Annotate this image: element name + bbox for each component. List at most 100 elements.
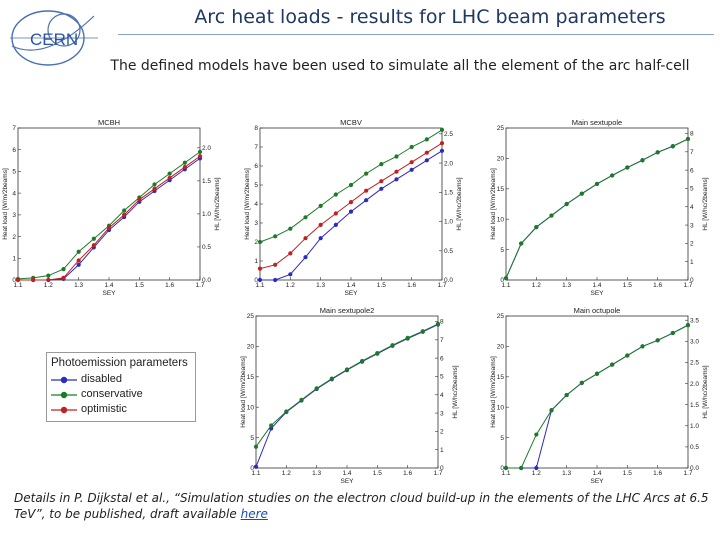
data-point-conservative [610,362,615,367]
data-point-disabled [534,465,539,471]
data-point-conservative [197,149,203,154]
data-point-conservative [534,225,539,230]
y2-tick-label: 2.5 [690,360,699,367]
legend-label-conservative: conservative [81,388,143,400]
x-tick-label: 1.7 [195,282,204,289]
data-point-conservative [640,344,645,349]
y-tick-label: 25 [247,313,255,320]
title-divider [118,34,714,35]
data-point-conservative [318,203,323,208]
x-tick-label: 1.3 [74,282,83,289]
y-tick-label: 10 [497,404,505,411]
y2-tick-label: 0.5 [690,444,699,451]
chart-main-sextupole2: Main sextupole2 1.1 1.2 1.3 1.4 1.5 1.6 1.7 SEY 0… [240,304,462,486]
x-tick-label: 1.6 [653,470,662,477]
y-tick-label: 5 [250,435,254,442]
page-subtitle: The defined models have been used to sim… [110,58,690,74]
footer-link[interactable]: here [240,507,268,521]
data-point-optimistic [379,179,384,184]
y2-tick-label: 6 [440,355,444,362]
y-tick-label: 10 [247,404,255,411]
y2-tick-label: 8 [690,131,694,138]
data-point-conservative [303,215,308,220]
x-tick-label: 1.3 [312,470,321,477]
data-point-optimistic [76,258,81,263]
plot-frame [255,315,439,469]
data-point-optimistic [61,275,66,280]
data-point-optimistic [106,225,112,230]
y-tick-label: 3 [254,220,258,227]
data-point-disabled [257,277,263,283]
chart-title: Main sextupole2 [320,306,375,315]
y2-tick-label: 1.5 [444,190,453,197]
data-point-disabled [76,262,81,267]
y2-axis-label: HL [W/hc/2beams] [456,177,463,230]
data-point-conservative [344,367,350,372]
data-point-conservative [360,358,365,364]
data-point-disabled [364,198,369,203]
y2-axis-label: HL [W/hc/2beams] [702,365,709,418]
x-tick-label: 1.3 [316,282,325,289]
data-point-conservative [424,137,429,142]
data-point-conservative [253,444,259,449]
data-point-conservative [61,267,66,272]
data-point-conservative [655,338,660,343]
y-tick-label: 20 [497,344,505,351]
x-tick-label: 1.5 [135,282,144,289]
y2-tick-label: 6 [690,167,694,174]
y2-tick-label: 3.0 [690,339,699,346]
data-point-optimistic [424,150,429,155]
y2-tick-label: 3 [440,410,444,417]
data-point-optimistic [364,188,369,193]
y-tick-label: 4 [12,190,16,197]
data-point-conservative [564,392,569,398]
svg-text:CERN: CERN [30,30,78,49]
y2-tick-label: 1.0 [202,211,211,218]
chart-svg: MCBH 1.1 1.2 1.3 1.4 1.5 1.6 1.7 SEY 0 1 2 3 4 5 6 7 0.0 0… [2,118,221,297]
legend-title: Photoemission parameters [51,357,188,369]
data-point-conservative [435,321,441,327]
x-tick-label: 1.6 [653,282,662,289]
data-point-disabled [253,464,259,469]
y-tick-label: 5 [12,169,16,176]
data-point-conservative [655,150,660,155]
data-point-disabled [288,272,293,277]
y-tick-label: 1 [254,258,258,265]
x-tick-label: 1.4 [104,282,113,289]
x-tick-label: 1.3 [562,282,571,289]
data-point-conservative [579,380,584,385]
y2-tick-label: 0 [440,465,444,472]
x-tick-label: 1.4 [592,282,601,289]
y-tick-label: 2 [12,234,16,241]
y2-tick-label: 0.0 [202,277,211,284]
data-point-conservative [670,144,675,149]
data-point-conservative [564,201,569,207]
data-point-conservative [379,162,384,167]
x-tick-label: 1.5 [373,470,382,477]
y-tick-label: 20 [497,156,505,163]
data-point-optimistic [303,236,308,241]
y2-tick-label: 3.5 [690,317,699,324]
y2-axis-label: HL [W/hc/2beams] [702,177,709,230]
data-point-optimistic [318,222,323,227]
data-point-conservative [152,182,157,187]
y-tick-label: 0 [254,277,258,284]
data-point-disabled [318,236,323,241]
x-tick-label: 1.5 [623,470,632,477]
data-point-optimistic [348,200,354,205]
data-point-conservative [91,236,96,241]
data-point-conservative [503,465,509,471]
data-point-conservative [549,408,554,413]
x-tick-label: 1.5 [623,282,632,289]
footer-text: Details in P. Dijkstal et al., “Simulati… [14,491,709,521]
y-tick-label: 2 [254,239,258,246]
data-point-conservative [288,226,293,231]
y-tick-label: 6 [254,163,258,170]
y2-tick-label: 1.0 [690,423,699,430]
chart-legend: Photoemission parameters disabled conser… [46,352,196,422]
x-tick-label: 1.3 [562,470,571,477]
data-point-disabled [379,186,384,191]
data-point-optimistic [31,277,36,283]
x-tick-label: 1.1 [501,282,510,289]
y2-tick-label: 0 [690,277,694,284]
